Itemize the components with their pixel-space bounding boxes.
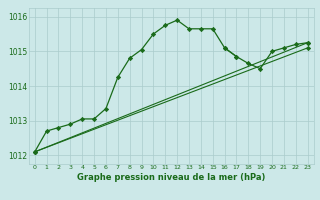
X-axis label: Graphe pression niveau de la mer (hPa): Graphe pression niveau de la mer (hPa) [77, 173, 265, 182]
